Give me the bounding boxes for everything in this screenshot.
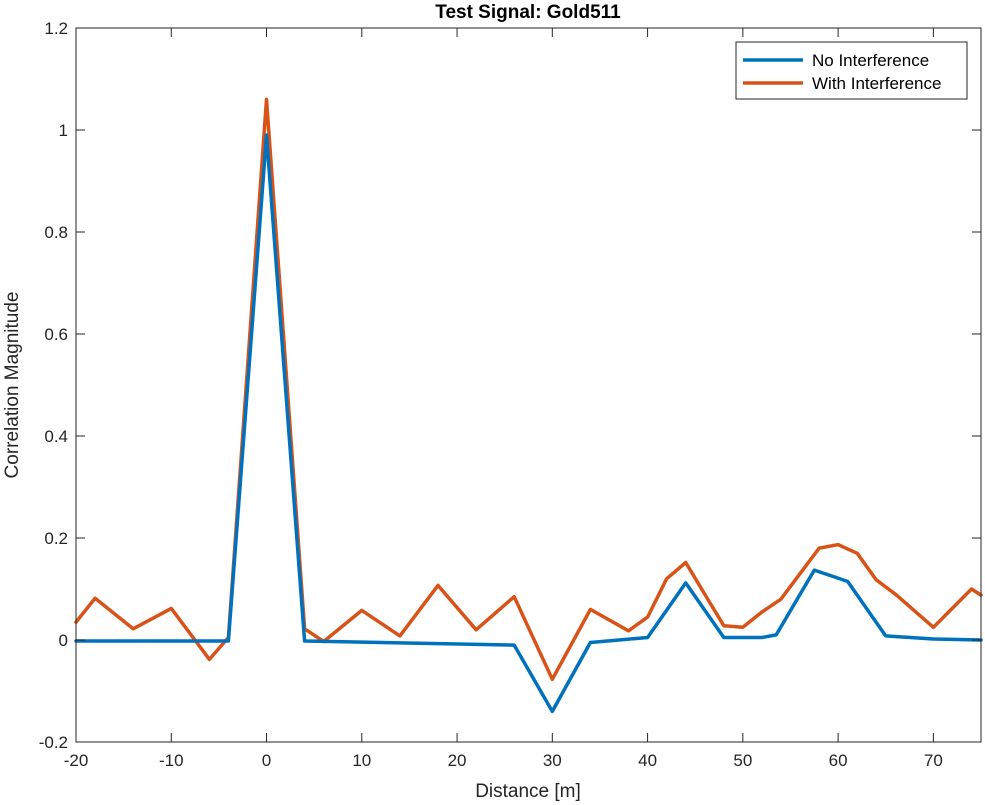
x-tick-label: 50	[733, 751, 752, 770]
y-tick-label: 0.8	[44, 223, 68, 242]
axes-box	[75, 27, 982, 743]
x-tick-label: 0	[262, 751, 271, 770]
x-tick-label: 20	[448, 751, 467, 770]
y-tick-label: 0.4	[44, 427, 68, 446]
series-line-no-interference	[74, 133, 983, 714]
y-tick-label: 1.2	[44, 19, 68, 38]
y-tick-label: 0.2	[44, 529, 68, 548]
y-tick-label: 1	[59, 121, 68, 140]
legend-label-with-interference: With Interference	[812, 74, 941, 93]
series-layer	[74, 97, 983, 714]
x-tick-label: -20	[64, 751, 89, 770]
x-tick-label: 60	[829, 751, 848, 770]
x-axis-label: Distance [m]	[475, 781, 581, 802]
x-tick-label: -10	[159, 751, 184, 770]
chart-title: Test Signal: Gold511	[435, 2, 621, 23]
x-tick-label: 70	[924, 751, 943, 770]
x-tick-label: 40	[638, 751, 657, 770]
x-tick-label: 30	[543, 751, 562, 770]
ticks-layer: -20 -10 0 10 20 30 40 50 60 70 -0.2 0 0.2 0.4 0.6 0.8 1 1…	[39, 19, 981, 770]
y-tick-label: 0	[59, 631, 68, 650]
y-tick-label: 0.6	[44, 325, 68, 344]
x-tick-label: 10	[352, 751, 371, 770]
legend-label-no-interference: No Interference	[812, 51, 929, 70]
legend: No Interference With Interference	[735, 41, 968, 100]
y-axis-label: Correlation Magnitude	[2, 292, 23, 479]
y-tick-label: -0.2	[39, 733, 68, 752]
legend-box	[735, 41, 968, 100]
plot-area	[76, 28, 981, 742]
